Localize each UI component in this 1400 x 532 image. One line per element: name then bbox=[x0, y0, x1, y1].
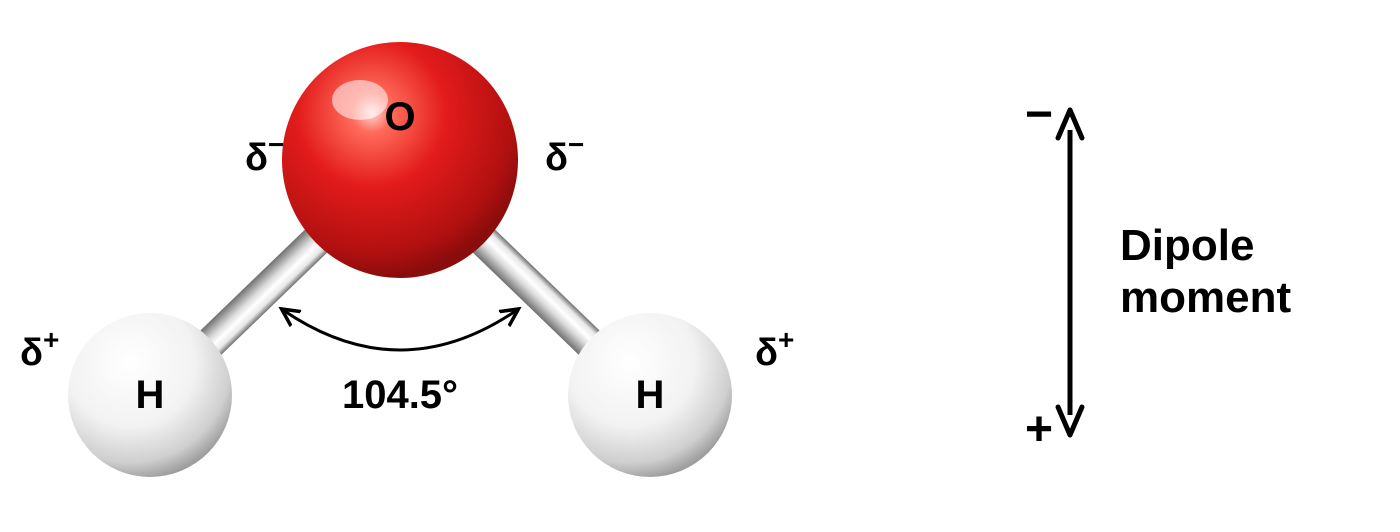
delta-minus-left: δ− bbox=[245, 129, 284, 179]
oxygen-label: O bbox=[384, 95, 415, 139]
bond-angle-arc bbox=[283, 310, 517, 350]
water-molecule-diagram: O H H δ− δ− δ+ δ+ 104.5° − + Dipole mome… bbox=[0, 0, 1400, 532]
bond-angle-label: 104.5° bbox=[342, 373, 458, 417]
hydrogen-right-label: H bbox=[636, 373, 665, 417]
delta-minus-right: δ− bbox=[545, 129, 584, 179]
dipole-plus-sign: + bbox=[1025, 403, 1053, 456]
oxygen-atom bbox=[282, 42, 518, 278]
delta-plus-right: δ+ bbox=[755, 324, 794, 374]
hydrogen-left-label: H bbox=[136, 373, 165, 417]
oxygen-highlight bbox=[332, 80, 388, 120]
dipole-arrow bbox=[1058, 110, 1082, 435]
delta-plus-left: δ+ bbox=[20, 324, 59, 374]
dipole-minus-sign: − bbox=[1025, 88, 1053, 141]
dipole-label-line1: Dipole bbox=[1120, 221, 1254, 270]
dipole-label-line2: moment bbox=[1120, 273, 1291, 322]
